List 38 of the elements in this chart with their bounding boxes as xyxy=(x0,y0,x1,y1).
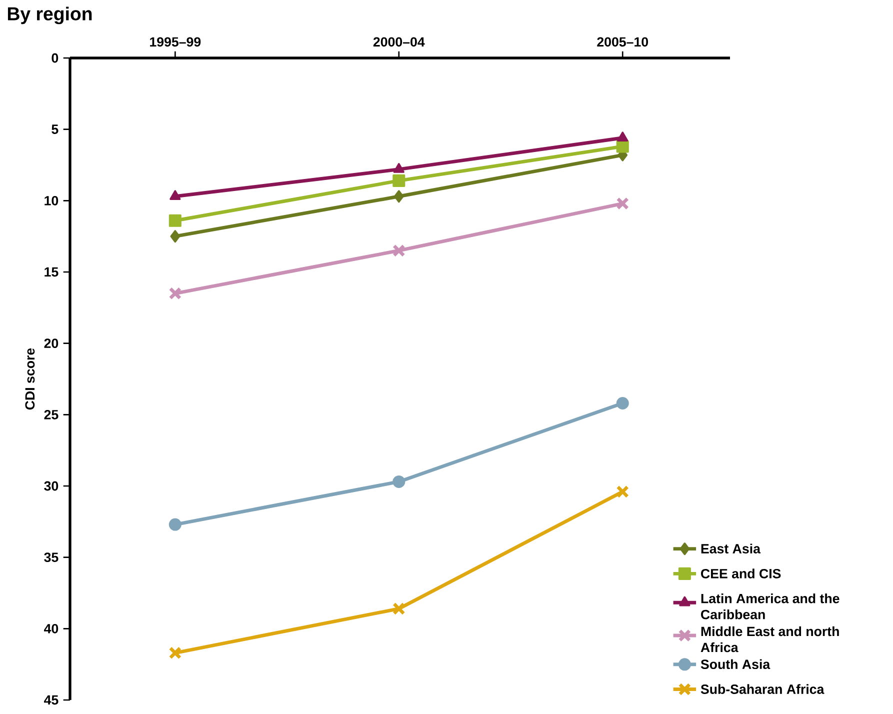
legend-label: CEE and CIS xyxy=(701,568,781,578)
y-axis-title: CDI score xyxy=(25,348,35,410)
chart-title: By region xyxy=(8,6,92,24)
point xyxy=(392,244,405,256)
point xyxy=(616,140,629,153)
y-tick-label: 10 xyxy=(44,196,58,206)
legend-label: Latin America and the Caribbean xyxy=(701,593,840,620)
point xyxy=(170,230,180,243)
point xyxy=(169,647,182,659)
legend-label: South Asia xyxy=(700,659,770,670)
point xyxy=(616,486,629,498)
legend-label: Middle East and north Africa xyxy=(700,626,839,652)
point xyxy=(170,190,181,200)
y-tick-label: 15 xyxy=(44,267,58,277)
x-tick-label: 2000–04 xyxy=(373,37,425,47)
x-tick-label: 1995–99 xyxy=(150,37,201,47)
y-tick-label: 35 xyxy=(44,552,58,562)
point xyxy=(392,174,406,187)
y-tick-label: 45 xyxy=(44,695,58,705)
point xyxy=(392,475,406,488)
point xyxy=(616,198,629,210)
y-tick-label: 30 xyxy=(44,481,58,491)
point xyxy=(617,132,628,142)
y-tick-label: 0 xyxy=(52,53,58,63)
point xyxy=(392,602,405,615)
y-tick-label: 25 xyxy=(44,410,58,420)
y-tick-label: 5 xyxy=(52,124,58,134)
point xyxy=(616,396,629,410)
point xyxy=(169,288,182,300)
y-tick-label: 40 xyxy=(44,624,58,634)
point xyxy=(168,518,182,531)
y-tick-label: 20 xyxy=(44,338,58,348)
legend-label: East Asia xyxy=(701,544,761,554)
legend-label: Sub-Saharan Africa xyxy=(700,684,824,694)
x-tick-label: 2005–10 xyxy=(597,37,648,47)
point xyxy=(394,190,404,203)
point xyxy=(393,163,404,173)
point xyxy=(168,214,182,227)
